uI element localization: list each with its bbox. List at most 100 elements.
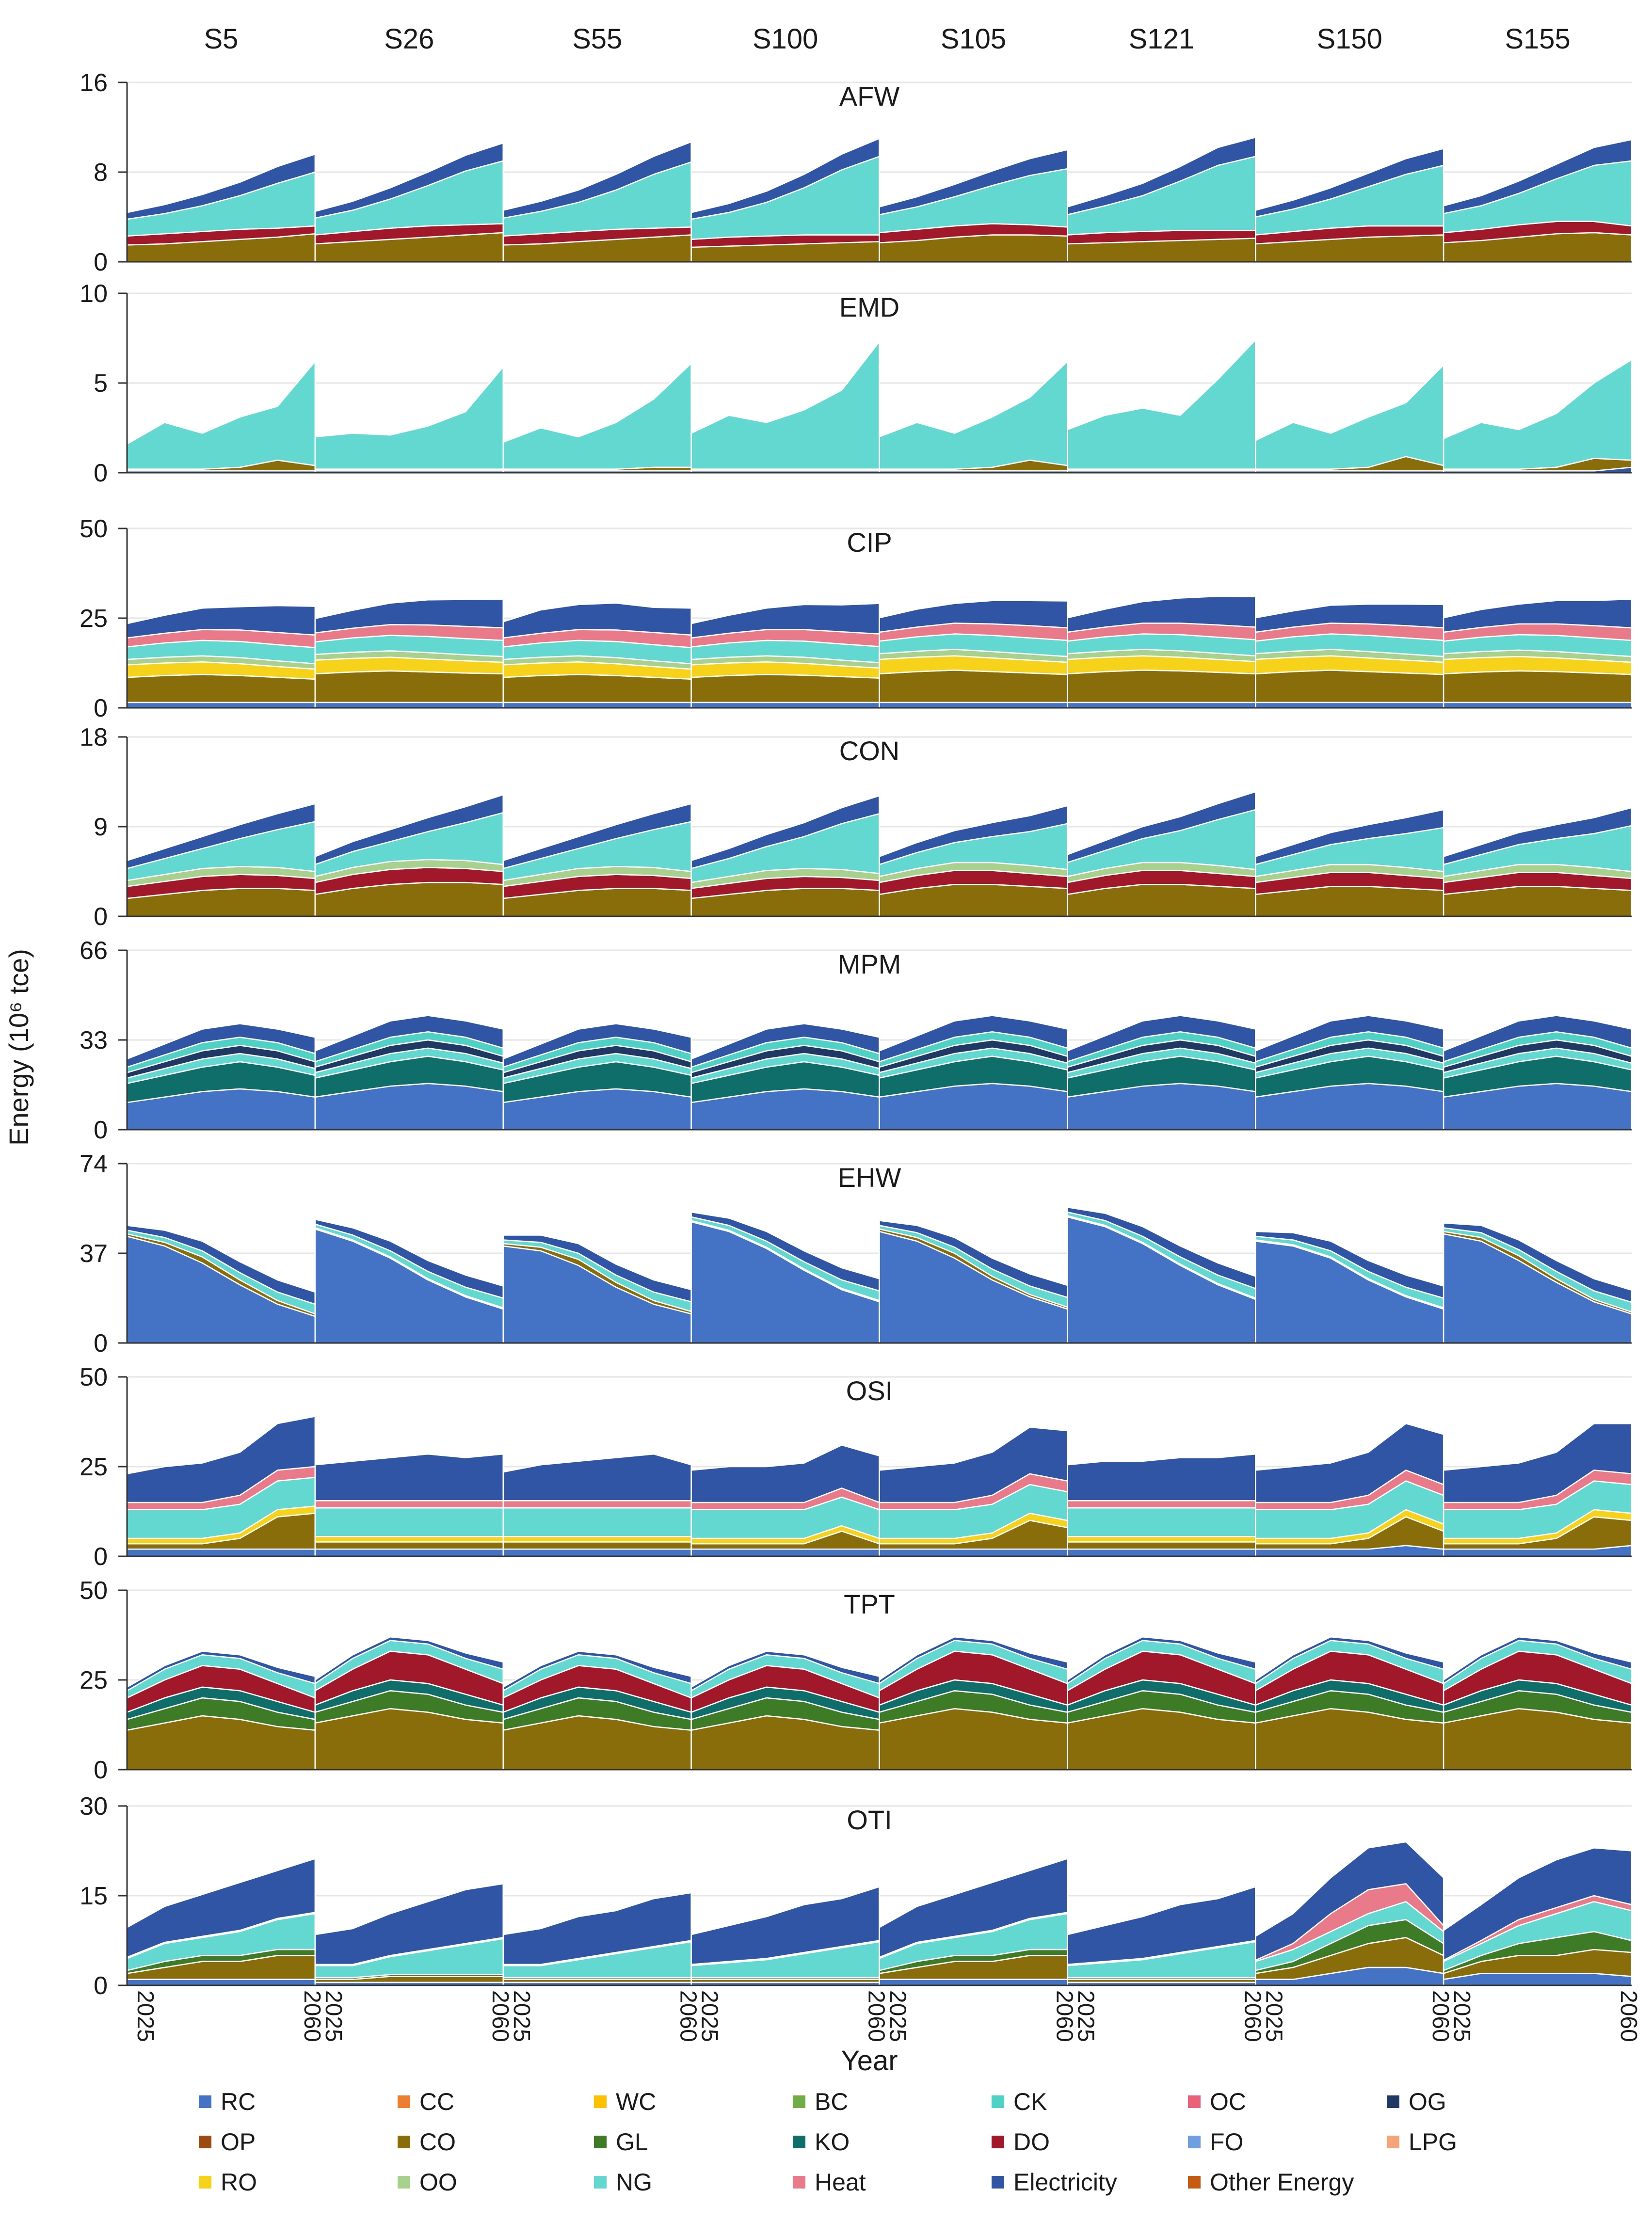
area-oti-electricity-s1 [126,1858,316,1958]
x-tick-label: 2060 [1616,1990,1641,2042]
area-tpt-electricity-s8 [1443,1636,1633,1684]
x-tick-label: 2060 [299,1990,325,2042]
legend-item-bc: BC [793,2088,848,2115]
area-mpm-electricity-s2 [314,1015,504,1063]
area-cip-co-s2 [314,670,504,703]
area-cip-rc-s3 [502,702,692,709]
y-tick-label: 0 [94,1756,108,1784]
y-tick-label: 25 [80,1453,108,1481]
area-con-electricity-s8 [1443,807,1633,865]
panel-title: AFW [839,81,900,112]
scenario-label-S100: S100 [753,23,818,55]
legend-item-ck: CK [992,2088,1047,2115]
legend-item-wc: WC [594,2088,656,2115]
area-osi-heat-s2 [314,1500,504,1509]
area-afw-electricity-s8 [1443,139,1633,214]
legend-swatch [992,2136,1004,2148]
y-tick-label: 0 [94,459,108,487]
x-tick-label: 2025 [1073,1990,1098,2042]
x-tick-label: 2025 [885,1990,911,2042]
legend-label: WC [616,2088,656,2115]
panel-title: OSI [846,1375,893,1406]
y-tick-label: 10 [80,280,108,308]
panel-title: MPM [838,949,901,979]
y-tick-label: 37 [80,1240,108,1268]
area-cip-electricity-s7 [1255,603,1444,633]
area-osi-rc-s4 [690,1548,880,1557]
legend-swatch [1387,2136,1399,2148]
x-tick-label: 2060 [675,1990,701,2042]
area-cip-rc-s8 [1443,702,1633,709]
legend-item-rc: RC [199,2088,256,2115]
area-emd-ng-s2 [314,366,504,470]
legend-item-fo: FO [1188,2128,1243,2156]
legend-label: KO [815,2128,850,2156]
legend-item-cc: CC [398,2088,454,2115]
area-afw-electricity-s1 [126,153,316,220]
area-osi-electricity-s8 [1443,1422,1633,1503]
panel-afw: 0 8 16 AFW [80,69,1633,276]
y-axis-label: Energy (10⁶ tce) [3,949,34,1146]
area-con-electricity-s7 [1255,809,1444,865]
y-tick-label: 0 [94,248,108,276]
area-afw-ng-s3 [502,161,692,237]
area-cip-co-s4 [690,673,880,703]
x-tick-label: 2025 [132,1990,158,2042]
y-tick-label: 25 [80,1666,108,1694]
scenario-label-S105: S105 [941,23,1006,55]
area-cip-rc-s7 [1255,702,1444,709]
area-emd-ng-s5 [879,361,1068,470]
y-tick-label: 30 [80,1792,108,1821]
scenario-label-S150: S150 [1316,23,1382,55]
legend-item-ro: RO [199,2169,257,2196]
panel-ehw: 0 37 74 EHW [80,1150,1633,1358]
legend-swatch [398,2095,410,2108]
scenario-labels: S5 S26 S55 S100 S105 S121 S150 S155 [204,23,1570,55]
area-osi-ro-s6 [1067,1536,1256,1543]
legend-swatch [992,2176,1004,2189]
legend-swatch [594,2176,607,2189]
y-tick-label: 9 [94,813,108,841]
area-cip-electricity-s5 [879,600,1068,633]
legend-item-heat: Heat [793,2169,866,2196]
legend-item-co: CO [398,2128,456,2156]
x-tick-label: 2025 [509,1990,534,2042]
area-mpm-electricity-s8 [1443,1015,1633,1063]
area-afw-ng-s4 [690,156,880,240]
legend-label: NG [616,2169,652,2196]
legend-swatch [199,2176,211,2189]
y-tick-label: 50 [80,1577,108,1605]
legend-item-ng: NG [594,2169,652,2196]
area-oti-electricity-s3 [502,1892,692,1965]
legend-item-ko: KO [793,2128,850,2156]
area-tpt-electricity-s3 [502,1650,692,1692]
x-tick-label: 2060 [1239,1990,1265,2042]
legend-item-og: OG [1387,2088,1446,2115]
legend-item-lpg: LPG [1387,2128,1457,2156]
legend-label: OC [1210,2088,1246,2115]
y-tick-label: 0 [94,694,108,722]
y-tick-label: 0 [94,1972,108,2000]
area-oti-electricity-s4 [690,1886,880,1965]
y-tick-label: 66 [80,937,108,965]
area-cip-rc-s1 [126,702,316,709]
scenario-label-S55: S55 [572,23,622,55]
area-osi-rc-s6 [1067,1548,1256,1557]
legend-item-oc: OC [1188,2088,1246,2115]
area-afw-ng-s1 [126,171,316,237]
legend-label: FO [1210,2128,1243,2156]
legend-swatch [1188,2176,1201,2189]
y-tick-label: 25 [80,605,108,633]
x-tick-label: 2025 [1261,1990,1286,2042]
legend-swatch [594,2095,607,2108]
area-oti-electricity-s5 [879,1858,1068,1958]
panel-mpm: 0 33 66 MPM [80,937,1633,1144]
area-osi-electricity-s4 [690,1444,880,1503]
legend-label: Other Energy [1210,2169,1354,2196]
area-cip-electricity-s3 [502,602,692,639]
panel-oti: 0 15 30 OTI [80,1792,1633,2000]
area-con-electricity-s2 [314,794,504,865]
x-tick-label: 2060 [487,1990,513,2042]
y-tick-label: 74 [80,1150,108,1178]
